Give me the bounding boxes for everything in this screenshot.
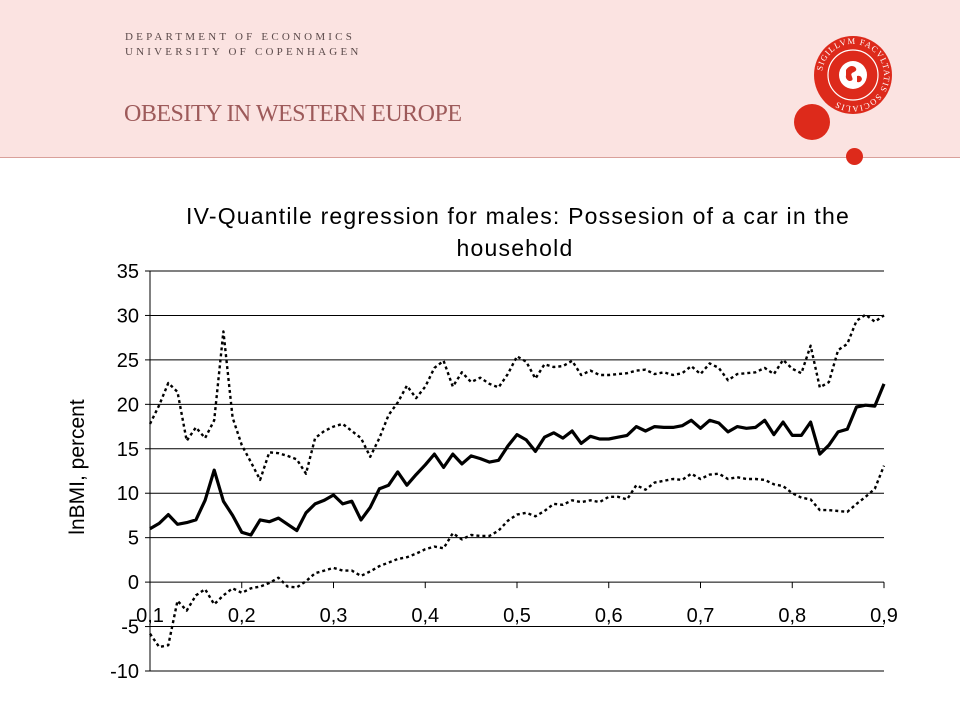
- series-line-2: [148, 313, 885, 482]
- decorative-dot-small: [846, 148, 863, 165]
- x-tick-label: 0,2: [228, 605, 256, 627]
- decorative-dot-large: [794, 104, 830, 140]
- y-tick-labels: -10 -5 0 5 10 15 20 25 30 35: [110, 261, 139, 683]
- y-tick-label: 15: [117, 439, 139, 461]
- x-tick-label: 0,5: [503, 605, 531, 627]
- x-tick-label: 0,6: [595, 605, 623, 627]
- y-tick-label: 5: [128, 528, 139, 550]
- y-tick-label: 35: [117, 261, 139, 283]
- university-seal-logo: SIGILLVM FACVLTATIS SOCIALIS: [814, 36, 892, 114]
- x-tick-labels: 0,1 0,2 0,3 0,4 0,5 0,6 0,7 0,8 0,9: [136, 605, 898, 627]
- x-tick-label: 0,7: [687, 605, 715, 627]
- slide-header: DEPARTMENT OF ECONOMICS UNIVERSITY OF CO…: [0, 0, 960, 158]
- x-tick-label: 0,8: [778, 605, 806, 627]
- y-tick-label: -10: [110, 661, 139, 683]
- slide-title: OBESITY IN WESTERN EUROPE: [124, 101, 462, 127]
- chart-title-line-1: IV-Quantile regression for males: Posses…: [186, 203, 850, 229]
- chart-title-line-2: household: [457, 235, 574, 261]
- y-tick-label: -5: [121, 617, 139, 639]
- y-tick-label: 25: [117, 350, 139, 372]
- series-line-1: [149, 383, 886, 537]
- x-tick-label: 0,3: [320, 605, 348, 627]
- axes: [145, 270, 885, 672]
- y-tick-label: 20: [117, 394, 139, 416]
- y-axis-label: lnBMI, percent: [66, 399, 89, 535]
- gridlines: [150, 270, 884, 672]
- department-line-2: UNIVERSITY OF COPENHAGEN: [125, 46, 362, 58]
- y-tick-label: 30: [117, 305, 139, 327]
- y-tick-label: 0: [128, 572, 139, 594]
- department-line-1: DEPARTMENT OF ECONOMICS: [125, 31, 356, 43]
- department-label: DEPARTMENT OF ECONOMICS UNIVERSITY OF CO…: [125, 30, 362, 60]
- x-tick-label: 0,1: [136, 605, 164, 627]
- y-tick-label: 10: [117, 483, 139, 505]
- series-layer: [148, 313, 886, 649]
- x-tick-label: 0,9: [870, 605, 898, 627]
- series-line-3: [149, 465, 886, 649]
- x-tick-label: 0,4: [411, 605, 439, 627]
